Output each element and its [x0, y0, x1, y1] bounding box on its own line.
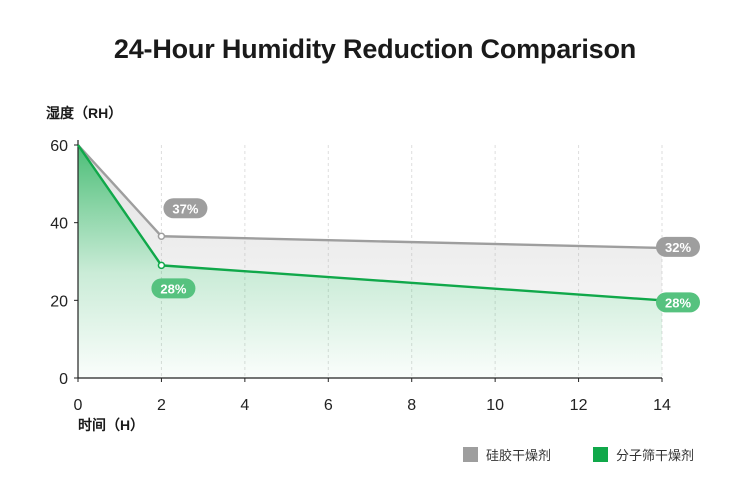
x-tick-label-0: 0 — [74, 397, 83, 414]
y-tick-label-40: 40 — [50, 216, 68, 233]
x-tick-label-12: 12 — [570, 397, 588, 414]
x-tick-label-4: 4 — [240, 397, 249, 414]
x-tick-label-6: 6 — [324, 397, 333, 414]
data-label-molecular-sieve-1-bg — [656, 292, 700, 313]
data-label-molecular-sieve-0-bg — [151, 278, 196, 299]
data-labels: 37% 32% 28% 28% — [151, 198, 700, 313]
axes: 0 20 40 60 0 2 4 6 8 10 12 14 — [50, 138, 671, 414]
series-lines — [77, 144, 663, 302]
legend-item-silica[interactable]: 硅胶干燥剂 — [463, 445, 551, 464]
x-axis-title: 时间（H） — [78, 417, 144, 433]
series-point-0-1 — [157, 232, 166, 241]
data-label-molecular-sieve-0: 28% — [160, 281, 186, 296]
area-silica — [78, 145, 662, 301]
y-tick-label-60: 60 — [50, 138, 68, 155]
x-tick-label-14: 14 — [653, 397, 671, 414]
y-axis-title: 湿度（RH） — [46, 105, 122, 121]
series-line-0 — [77, 144, 663, 250]
legend-label-silica: 硅胶干燥剂 — [486, 448, 552, 463]
series-point-1-1 — [157, 261, 166, 270]
data-label-silica-0-bg — [163, 198, 208, 219]
data-label-silica-0: 37% — [172, 201, 198, 216]
legend-swatch-silica — [463, 447, 478, 462]
x-tick-label-8: 8 — [407, 397, 416, 414]
x-tick-label-2: 2 — [157, 397, 166, 414]
area-molecular-sieve — [78, 145, 662, 378]
data-label-silica-1: 32% — [665, 240, 691, 255]
legend: 硅胶干燥剂 分子筛干燥剂 — [463, 445, 694, 464]
chart-title: 24-Hour Humidity Reduction Comparison — [113, 34, 637, 64]
data-label-molecular-sieve-1: 28% — [665, 295, 691, 310]
data-label-silica-1-bg — [656, 236, 700, 257]
y-tick-label-0: 0 — [59, 371, 68, 388]
legend-item-molecular-sieve[interactable]: 分子筛干燥剂 — [593, 445, 694, 464]
legend-label-molecular-sieve: 分子筛干燥剂 — [616, 448, 695, 463]
y-tick-label-20: 20 — [50, 293, 68, 310]
x-tick-label-10: 10 — [486, 397, 504, 414]
series-areas — [78, 145, 662, 378]
legend-swatch-molecular-sieve — [593, 447, 609, 462]
